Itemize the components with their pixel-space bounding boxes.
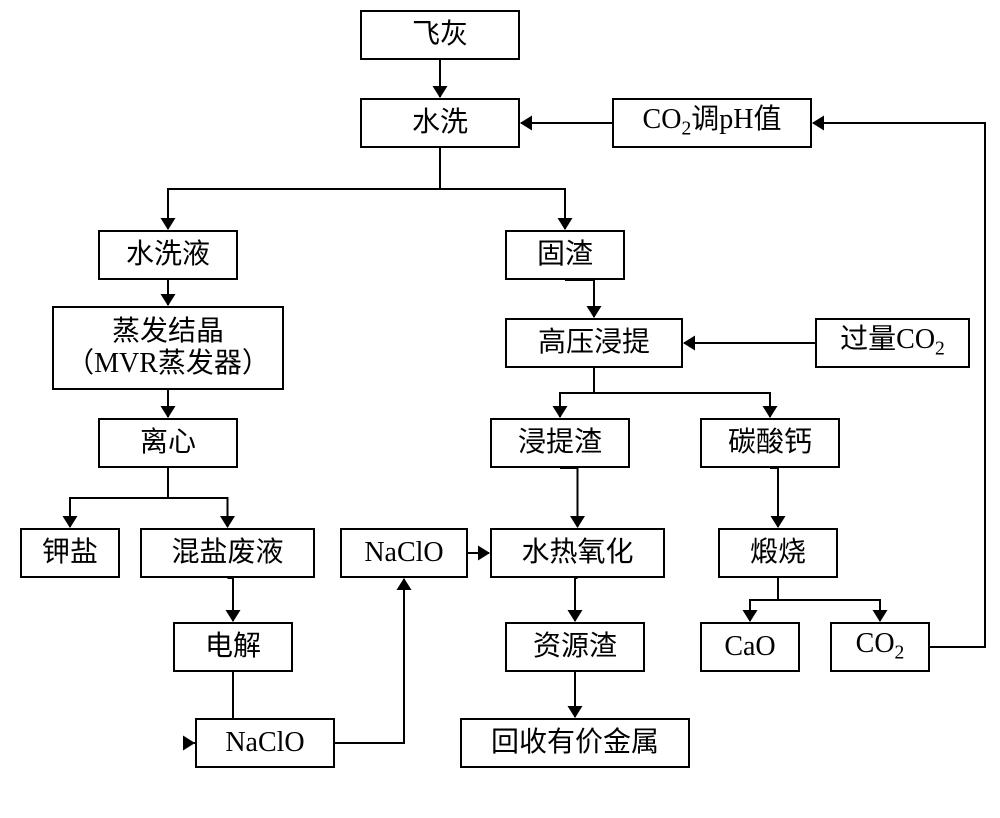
edge-line [560, 368, 594, 417]
edge-line [565, 280, 594, 317]
node-label: 过量CO2 [840, 324, 945, 361]
edge-line [440, 148, 565, 229]
edge-arrow [587, 306, 602, 318]
edge-line [335, 579, 404, 743]
edge-arrow [743, 610, 758, 622]
edge-arrow [683, 336, 695, 351]
edge-line [168, 148, 440, 229]
node-label: 固渣 [537, 239, 593, 271]
edge-arrow [568, 610, 583, 622]
node-label: 混盐废液 [171, 537, 283, 569]
edge-arrow [397, 578, 412, 590]
node-label: 飞灰 [412, 19, 468, 51]
node-label: 高压浸提 [538, 327, 650, 359]
node-label: 碳酸钙 [728, 427, 812, 459]
node-label: CO2 [856, 628, 905, 665]
edge-arrow [161, 218, 176, 230]
edge-line [770, 468, 778, 527]
node-recover: 回收有价金属 [460, 718, 690, 768]
edge-arrow [771, 516, 786, 528]
node-label: 煅烧 [750, 537, 806, 569]
edge-arrow [873, 610, 888, 622]
node-label: 钾盐 [42, 537, 98, 569]
edge-line [70, 468, 168, 527]
node-naclo_out: NaClO [195, 718, 335, 768]
node-naclo_in: NaClO [340, 528, 468, 578]
node-label: NaClO [364, 537, 443, 569]
node-label: 水洗液 [126, 239, 210, 271]
node-label: CaO [724, 631, 775, 663]
node-centrifuge: 离心 [98, 418, 238, 468]
edge-line [228, 578, 234, 621]
edge-arrow [558, 218, 573, 230]
edge-line [750, 578, 778, 621]
edge-arrow [63, 516, 78, 528]
node-mix_waste: 混盐废液 [140, 528, 315, 578]
edge-line [575, 578, 578, 621]
node-solid_res: 固渣 [505, 230, 625, 280]
edge-line [168, 468, 228, 527]
node-excess_co2: 过量CO2 [815, 318, 970, 368]
edge-arrow [478, 546, 490, 561]
edge-arrow [161, 294, 176, 306]
edge-arrow [220, 516, 235, 528]
node-label: 水热氧化 [521, 537, 633, 569]
node-leach_res: 浸提渣 [490, 418, 630, 468]
node-wash_liquid: 水洗液 [98, 230, 238, 280]
node-co2_out: CO2 [830, 622, 930, 672]
edge-arrow [183, 736, 195, 751]
node-co2_ph: CO2调pH值 [612, 98, 812, 148]
edge-arrow [161, 406, 176, 418]
edge-line [560, 468, 578, 527]
node-cao: CaO [700, 622, 800, 672]
node-hydro_ox: 水热氧化 [490, 528, 665, 578]
node-k_salt: 钾盐 [20, 528, 120, 578]
edge-line [813, 123, 985, 647]
node-label: CO2调pH值 [643, 104, 782, 141]
node-res_slag: 资源渣 [505, 622, 645, 672]
node-caco3: 碳酸钙 [700, 418, 840, 468]
node-label: NaClO [225, 727, 304, 759]
edge-arrow [568, 706, 583, 718]
node-label: 水洗 [412, 107, 468, 139]
node-calcine: 煅烧 [718, 528, 838, 578]
edge-arrow [433, 86, 448, 98]
node-fly_ash: 飞灰 [360, 10, 520, 60]
node-hp_leach: 高压浸提 [505, 318, 683, 368]
edge-arrow [763, 406, 778, 418]
edge-line [594, 368, 770, 417]
node-label: 电解 [205, 631, 261, 663]
node-wash: 水洗 [360, 98, 520, 148]
flowchart-stage: { "canvas": { "width": 1000, "height": 8… [0, 0, 1000, 818]
edge-line [778, 578, 880, 621]
edge-arrow [553, 406, 568, 418]
node-label: 离心 [140, 427, 196, 459]
node-label: 回收有价金属 [491, 727, 659, 759]
node-label: 蒸发结晶 （MVR蒸发器） [66, 316, 270, 380]
node-evap: 蒸发结晶 （MVR蒸发器） [52, 306, 284, 390]
edge-arrow [812, 116, 824, 131]
edge-arrow [226, 610, 241, 622]
edge-arrow [570, 516, 585, 528]
node-electrolysis: 电解 [173, 622, 293, 672]
node-label: 浸提渣 [518, 427, 602, 459]
node-label: 资源渣 [533, 631, 617, 663]
edge-arrow [520, 116, 532, 131]
